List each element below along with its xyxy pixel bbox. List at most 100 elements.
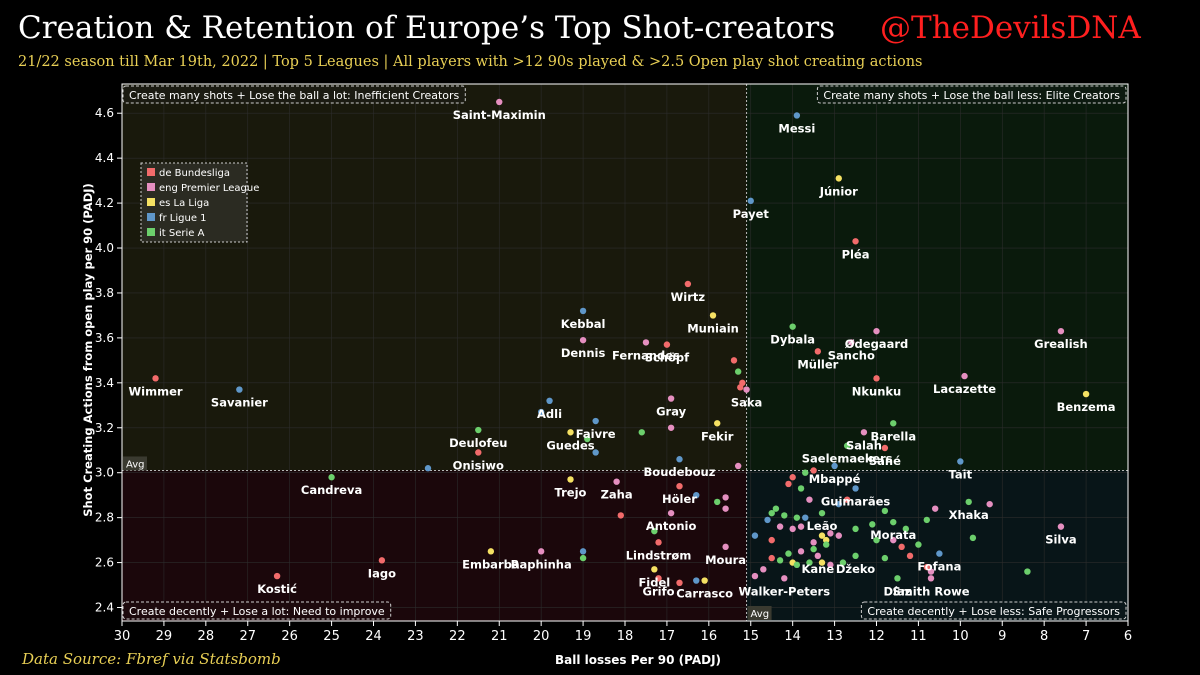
scatter-point: [1082, 390, 1090, 398]
scatter-point: [969, 534, 977, 542]
scatter-point: [617, 512, 625, 519]
legend-label: fr Ligue 1: [159, 213, 207, 224]
scatter-point: [860, 429, 868, 436]
x-tick-label: 16: [701, 629, 718, 644]
point-label: Díaz: [883, 584, 911, 598]
scatter-point: [378, 557, 386, 564]
point-label: Guimarães: [821, 494, 891, 508]
scatter-point: [806, 559, 813, 566]
quadrant-label-top-right-text: Create many shots + Lose the ball less: …: [823, 89, 1120, 102]
scatter-point: [475, 449, 482, 456]
scatter-point: [1057, 523, 1065, 530]
scatter-point: [722, 494, 729, 501]
scatter-point: [810, 539, 817, 546]
point-label: Kebbal: [561, 317, 606, 331]
scatter-point: [902, 525, 910, 533]
scatter-point: [768, 536, 775, 544]
x-tick-label: 29: [156, 629, 173, 644]
point-label: Fernandes: [612, 348, 680, 362]
legend-swatch: [147, 228, 155, 236]
x-tick-label: 12: [868, 629, 885, 644]
scatter-point: [785, 550, 792, 557]
y-tick-label: 4.0: [95, 241, 114, 255]
point-label: Sancho: [828, 348, 875, 362]
scatter-point: [923, 516, 930, 524]
scatter-point: [802, 469, 809, 476]
scatter-point: [737, 384, 744, 391]
scatter-point: [835, 500, 842, 508]
scatter-point: [667, 424, 675, 431]
scatter-point: [890, 420, 897, 427]
scatter-point: [835, 175, 842, 182]
scatter-point: [843, 442, 851, 449]
scatter-point: [546, 397, 553, 405]
scatter-point: [986, 500, 993, 508]
scatter-point: [701, 577, 708, 584]
x-axis-ticks: 30 29 28 27 26 25 24 23 22 21 20 19 18 17 16 15 14 13 12 11…: [114, 621, 1132, 644]
scatter-point: [806, 496, 813, 503]
scatter-point: [651, 566, 658, 573]
quadrant-top-right-bg: [746, 84, 1128, 471]
scatter-point: [642, 339, 650, 346]
point-label: Guedes: [546, 438, 594, 452]
avg-label-x-bg: [747, 606, 772, 620]
scatter-point: [475, 426, 482, 434]
x-tick-label: 6: [1124, 629, 1132, 644]
point-labels: Saint-Maximin Messi Júnior Payet Pléa Wirtz Ke…: [128, 108, 1115, 601]
x-tick-label: 22: [449, 629, 466, 644]
point-label: Lindstrøm: [626, 548, 692, 562]
scatter-point: [655, 539, 662, 546]
scatter-point: [927, 568, 935, 575]
scatter-point: [873, 327, 880, 335]
point-label: Smith Rowe: [892, 584, 969, 598]
point-label: Benzema: [1057, 400, 1116, 414]
scatter-point: [936, 550, 943, 557]
scatter-point: [768, 509, 775, 517]
quadrant-bottom-right-bg: [746, 470, 1128, 621]
chart-title: Creation & Retention of Europe’s Top Sho…: [18, 10, 836, 46]
scatter-point: [852, 552, 859, 560]
point-label: Walker-Peters: [738, 584, 830, 598]
author-handle: @TheDevilsDNA: [880, 10, 1141, 46]
x-tick-label: 15: [742, 629, 759, 644]
scatter-point: [747, 197, 754, 205]
scatter-point: [487, 548, 495, 555]
x-tick-label: 24: [365, 629, 382, 644]
scatter-point: [927, 575, 935, 582]
x-axis-label: Ball losses Per 90 (PADJ): [555, 653, 721, 667]
legend-label: es La Liga: [159, 198, 209, 209]
point-label: Zaha: [601, 488, 633, 502]
scatter-point: [579, 307, 587, 315]
scatter-point: [776, 557, 784, 564]
x-tick-label: 8: [1040, 629, 1048, 644]
point-label: Saka: [731, 396, 762, 410]
point-label: Saelemaekers: [802, 452, 893, 466]
scatter-point: [810, 545, 817, 553]
scatter-point: [827, 561, 834, 569]
scatter-point: [781, 575, 788, 582]
y-tick-label: 2.4: [95, 601, 114, 615]
x-tick-label: 26: [281, 629, 298, 644]
point-label: Barella: [870, 429, 916, 443]
point-label: Mbappé: [809, 472, 861, 486]
x-tick-label: 18: [617, 629, 634, 644]
legend-label: de Bundesliga: [159, 168, 230, 179]
scatter-point: [915, 541, 922, 548]
scatter-point: [751, 572, 759, 580]
scatter-point: [734, 368, 742, 375]
scatter-point: [676, 482, 683, 490]
quadrant-bottom-left-bg: [122, 470, 747, 621]
scatter-point: [881, 507, 889, 515]
scatter-point: [496, 98, 503, 106]
scatter-point: [709, 312, 717, 319]
point-label: Adli: [537, 407, 562, 421]
scatter-point: [823, 541, 830, 548]
point-label: Messi: [778, 121, 815, 135]
quadrant-labels: Create many shots + Lose the ball a lot:…: [122, 85, 1127, 620]
x-tick-label: 10: [952, 629, 969, 644]
scatter-point: [890, 536, 897, 544]
scatter-point: [772, 505, 780, 512]
point-label: Muniain: [687, 321, 739, 335]
point-label: Iago: [368, 566, 396, 580]
